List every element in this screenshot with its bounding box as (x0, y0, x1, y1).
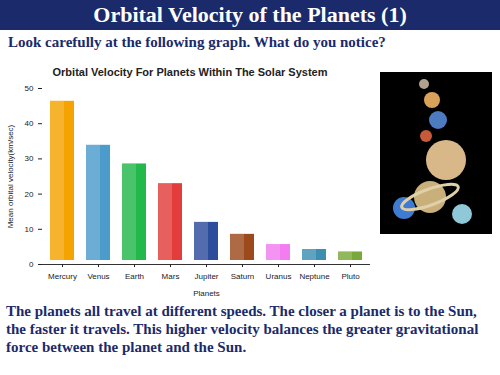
html-text:Orbital Velocity For Planets W: Orbital Velocity For Planets Within The … (52, 66, 328, 78)
svg-text:Mercury: Mercury (48, 272, 77, 281)
html-text:Orbital Velocity of the Planet: Orbital Velocity of the Planets (1) (93, 2, 407, 27)
svg-text:Saturn: Saturn (231, 272, 255, 281)
svg-text:40: 40 (25, 119, 34, 128)
svg-text:0: 0 (29, 260, 34, 269)
svg-text:Mean orbital velocity(km/sec): Mean orbital velocity(km/sec) (6, 124, 15, 228)
svg-text:Mars: Mars (162, 272, 180, 281)
svg-text:Earth: Earth (125, 272, 144, 281)
svg-text:Neptune: Neptune (299, 272, 330, 281)
html-text:The planets all travel at diff: The planets all travel at different spee… (6, 303, 479, 355)
svg-text:Venus: Venus (87, 272, 109, 281)
svg-text:50: 50 (25, 84, 34, 93)
svg-text:Pluto: Pluto (341, 272, 360, 281)
svg-text:10: 10 (25, 225, 34, 234)
svg-text:20: 20 (25, 190, 34, 199)
svg-text:30: 30 (25, 154, 34, 163)
svg-text:Planets: Planets (193, 289, 220, 298)
svg-text:Jupiter: Jupiter (194, 272, 218, 281)
html-text:Look carefully at the followin: Look carefully at the following graph. W… (8, 34, 386, 50)
svg-text:Uranus: Uranus (266, 272, 292, 281)
